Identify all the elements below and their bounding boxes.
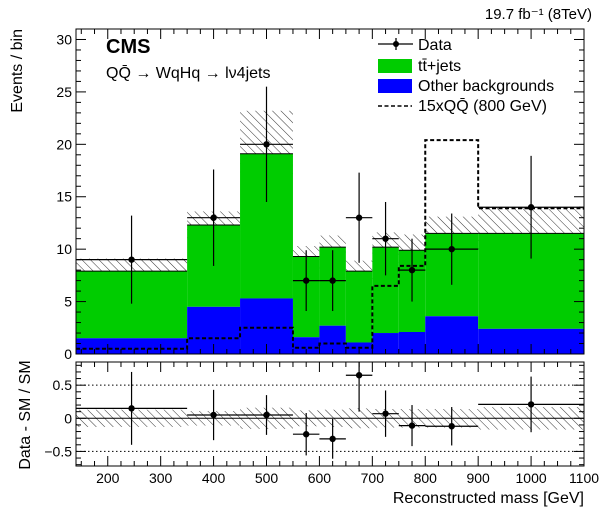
ratio-point [240, 395, 293, 435]
y-tick-label: 25 [56, 84, 72, 100]
ratio-point [345, 362, 373, 412]
x-tick-label: 700 [361, 470, 385, 486]
data-marker [210, 214, 217, 221]
other-bkg-bar [76, 338, 188, 354]
data-point [478, 155, 584, 259]
x-tick-label: 800 [414, 470, 438, 486]
legend-other-label: Other backgrounds [418, 78, 554, 95]
data-marker [527, 204, 535, 211]
ratio-point [76, 371, 188, 445]
data-point [319, 250, 346, 312]
data-point [187, 169, 241, 266]
legend-data-marker [393, 41, 399, 47]
ratio-point [292, 413, 320, 456]
main-y-axis-title: Events / bin [9, 29, 26, 113]
data-marker [263, 141, 270, 148]
x-tick-label: 300 [149, 470, 173, 486]
data-marker [355, 214, 363, 221]
ratio-marker [329, 435, 336, 443]
channel-label: QQ̄ → WqHq → lν4jets [106, 65, 270, 82]
data-point [292, 250, 320, 312]
ratio-y-tick-label: −0.5 [44, 443, 72, 459]
data-marker [128, 256, 135, 263]
data-point [398, 238, 426, 302]
ratio-point [187, 389, 241, 441]
x-tick-label: 500 [255, 470, 279, 486]
ratio-reference-lines [76, 384, 584, 452]
x-tick-label: 400 [202, 470, 226, 486]
data-point [240, 86, 293, 202]
x-tick-label: 900 [466, 470, 490, 486]
ratio-marker [382, 410, 389, 417]
other-bkg-bar [372, 333, 399, 354]
y-tick-label: 15 [56, 189, 72, 205]
ratio-point [478, 376, 584, 433]
ratio-marker [527, 401, 535, 408]
y-tick-label: 5 [64, 294, 72, 310]
data-marker [302, 277, 310, 284]
y-tick-label: 0 [64, 346, 72, 362]
y-tick-label: 10 [56, 241, 72, 257]
ratio-marker [302, 431, 310, 438]
background-stack [76, 153, 584, 354]
legend-entry-signal: 15xQQ̄ (800 GeV) [378, 98, 547, 115]
data-point [76, 215, 188, 304]
signal-line [76, 139, 584, 350]
ttbar-bar [345, 271, 373, 343]
ratio-point [425, 407, 479, 446]
x-tick-label: 1100 [569, 470, 599, 486]
ratio-plot-frame [75, 361, 585, 467]
data-point [425, 213, 479, 285]
legend-entry-data: Data [378, 37, 452, 54]
legend-entry-ttbar: tt̄+jets [378, 58, 461, 75]
x-tick-label: 200 [96, 470, 120, 486]
data-points [76, 86, 584, 312]
main-plot-frame [75, 28, 585, 355]
ratio-axes: 200 300 400 500 600 700 800 900 1000 1100 −0.5 0 0.5 [44, 362, 599, 486]
ratio-marker [263, 411, 270, 419]
y-tick-label: 20 [56, 136, 72, 152]
legend: Data tt̄+jets Other backgrounds 15xQQ̄ (… [378, 37, 554, 115]
legend-other-swatch [378, 79, 412, 93]
lumi-label: 19.7 fb⁻¹ (8TeV) [485, 6, 592, 23]
data-point [372, 201, 399, 276]
ratio-point [319, 418, 346, 459]
x-tick-label: 600 [308, 470, 332, 486]
ratio-y-axis-title: Data - SM / SM [17, 360, 34, 469]
ratio-marker [128, 405, 135, 412]
data-marker [329, 277, 336, 284]
main-axes: 0 5 10 15 20 25 30 [56, 28, 584, 362]
ratio-y-tick-label: 0 [64, 410, 72, 426]
ratio-point [398, 405, 426, 447]
legend-entry-other: Other backgrounds [378, 78, 554, 95]
ratio-point [372, 390, 399, 437]
signal-histogram [76, 139, 584, 350]
data-point [345, 172, 373, 263]
ratio-marker [408, 422, 416, 429]
ratio-y-tick-label: 0.5 [53, 377, 73, 393]
ratio-points [76, 362, 584, 459]
legend-signal-label: 15xQQ̄ (800 GeV) [418, 98, 547, 115]
x-axis-title: Reconstructed mass [GeV] [393, 490, 584, 507]
y-tick-label: 30 [56, 31, 72, 47]
other-bkg-bar [292, 337, 320, 354]
ratio-marker [210, 411, 217, 419]
ratio-marker [448, 423, 455, 430]
experiment-label: CMS [106, 36, 150, 58]
data-marker [448, 245, 455, 253]
ratio-marker [355, 372, 363, 379]
legend-ttbar-swatch [378, 59, 412, 73]
other-bkg-bar [398, 331, 426, 354]
x-tick-label: 1000 [516, 470, 547, 486]
data-marker [382, 235, 389, 242]
data-marker [408, 266, 416, 274]
other-bkg-bar [425, 316, 479, 354]
legend-ttbar-label: tt̄+jets [418, 58, 461, 75]
legend-data-label: Data [418, 37, 452, 54]
